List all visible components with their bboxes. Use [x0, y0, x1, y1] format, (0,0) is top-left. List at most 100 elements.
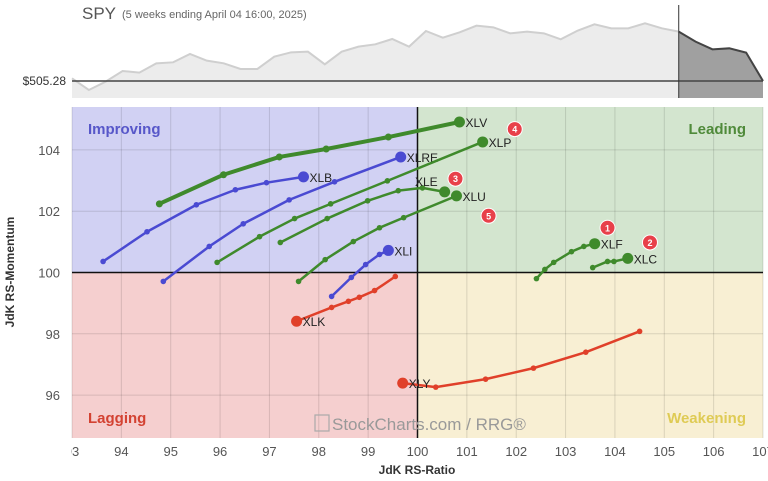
tail-line [592, 257, 629, 269]
tail-point [392, 273, 399, 280]
tail-line [162, 155, 402, 283]
spy-area [72, 23, 763, 98]
tail-point [240, 220, 247, 227]
tail-point [568, 248, 575, 255]
tail-point [206, 243, 213, 250]
watermark: StockCharts.com / RRG® [332, 415, 526, 434]
rrg-chart: 93 94 95 96 97 98 99 100 101 102 103 104 105 106 107 96… [38, 107, 768, 459]
symbol-label: XLRE [407, 151, 438, 165]
tail-point [160, 278, 167, 285]
badge-number: 2 [647, 238, 652, 248]
x-axis-title: JdK RS-Ratio [379, 463, 456, 477]
spy-period: (5 weeks ending April 04 16:00, 2025) [122, 9, 307, 21]
tail-point [356, 294, 363, 301]
tail-line [102, 175, 304, 263]
tail-point [395, 187, 402, 194]
x-tick-label: 103 [555, 444, 577, 459]
y-axis-title: JdK RS-Momentum [3, 217, 17, 328]
tail-point [589, 264, 596, 271]
annotation-badge: 5 [480, 207, 497, 224]
tail-point [376, 224, 383, 231]
tail-point [328, 304, 335, 311]
series-xli: XLI [328, 244, 412, 300]
symbol-label: XLF [601, 238, 623, 252]
badge-number: 3 [453, 174, 458, 184]
stockcharts-logo-icon [314, 414, 330, 432]
tail-point [419, 185, 426, 191]
tail-point [256, 233, 263, 240]
series-xlf: XLF [533, 238, 623, 282]
tail-point [324, 215, 330, 222]
series-xlc: XLC [589, 252, 658, 271]
tail-point [362, 261, 369, 268]
spy-line [71, 22, 679, 92]
tail-point [322, 256, 329, 263]
badge-number: 5 [486, 211, 491, 221]
head-point [453, 116, 465, 128]
tail-line [297, 194, 457, 283]
tail-line [279, 186, 445, 244]
tail-point [384, 133, 392, 141]
tail-point [263, 179, 270, 186]
head-point [382, 244, 394, 256]
tail-point [432, 384, 439, 390]
tail-point [376, 251, 383, 258]
tail-point [327, 201, 334, 207]
head-point [450, 190, 462, 202]
tail-point [384, 178, 391, 184]
symbol-label: XLK [303, 315, 326, 329]
y-tick-label: 98 [46, 327, 60, 342]
tail-point [550, 259, 557, 266]
tail-point [322, 145, 330, 153]
x-tick-label: 99 [361, 444, 375, 459]
symbol-label: XLU [462, 190, 485, 204]
tail-point [275, 153, 283, 161]
head-point [622, 252, 634, 264]
tail-point [100, 258, 106, 265]
badge-circle [506, 121, 523, 138]
tail-point [533, 275, 540, 282]
annotation-badge: 1 [599, 219, 616, 236]
quadrant-label-leading: Leading [688, 121, 746, 138]
quadrant-label-lagging: Lagging [88, 410, 146, 427]
tail-point [286, 197, 292, 203]
tail-point [144, 228, 150, 235]
tail-point [295, 278, 302, 285]
tail-point [583, 349, 589, 355]
y-tick-label: 102 [38, 204, 60, 219]
badge-circle [447, 170, 464, 187]
tail-point [636, 328, 643, 335]
series-xlb: XLB [100, 171, 332, 265]
x-tick-label: 101 [456, 444, 478, 459]
series-xlp: XLP [214, 136, 512, 266]
tail-point [530, 365, 537, 371]
x-tick-label: 106 [703, 444, 725, 459]
quadrant-weakening [417, 272, 763, 438]
x-tick-label: 100 [407, 444, 429, 459]
symbol-label: XLB [309, 171, 332, 185]
tail-point [328, 293, 335, 300]
tail-line [296, 275, 396, 323]
annotation-badge: 2 [641, 234, 658, 251]
badge-circle [599, 219, 616, 236]
tail-point [220, 171, 228, 179]
tail-point [611, 258, 617, 265]
head-point [439, 186, 451, 198]
badge-number: 1 [605, 223, 610, 233]
tail-point [193, 201, 200, 208]
head-point [297, 171, 309, 183]
series-xlre: XLRE [160, 151, 438, 285]
tail-line [216, 140, 484, 264]
tail-point [482, 376, 489, 382]
tail-point [277, 239, 284, 246]
tail-line [158, 120, 460, 206]
x-tick-label: 105 [653, 444, 675, 459]
x-tick-label: 96 [213, 444, 227, 459]
quadrant-lagging [72, 272, 418, 438]
symbol-label: XLC [634, 252, 658, 266]
symbol-label: XLE [415, 175, 438, 189]
symbol-label: XLP [489, 136, 512, 150]
spy-price-label: $505.28 [23, 74, 67, 88]
head-point [477, 136, 489, 148]
tail-point [232, 186, 239, 193]
